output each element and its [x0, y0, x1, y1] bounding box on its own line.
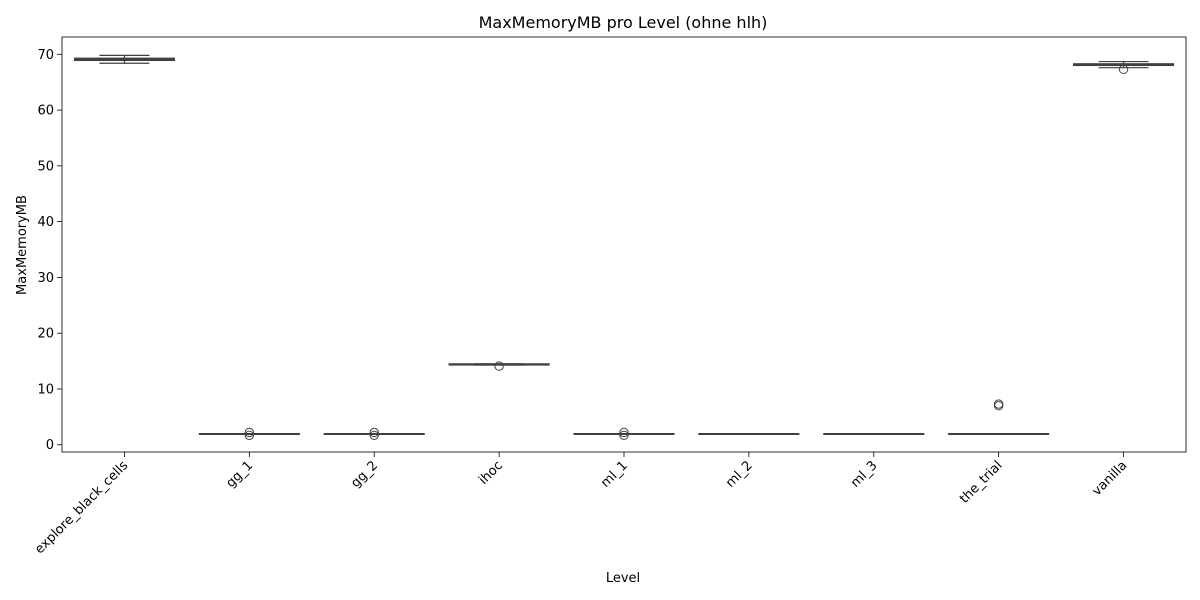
x-tick-label: ihoc: [476, 458, 506, 488]
y-tick-label: 20: [37, 327, 54, 342]
chart-title: MaxMemoryMB pro Level (ohne hlh): [479, 13, 768, 32]
plot-frame: [61, 36, 1187, 453]
outlier-point: [619, 427, 629, 438]
x-tick-label: the_trial: [957, 458, 1005, 506]
x-tick-label: gg_1: [223, 458, 256, 491]
box-group-ml_2: [698, 432, 800, 435]
x-axis-label: Level: [606, 571, 640, 586]
x-axis: explore_black_cells gg_1 gg_2 ihoc ml_1 ml_2 m…: [32, 452, 1130, 557]
y-tick-label: 50: [37, 159, 54, 174]
y-tick-label: 30: [37, 271, 54, 286]
y-axis-label: MaxMemoryMB: [15, 195, 30, 295]
y-tick-label: 10: [37, 382, 54, 397]
plot-area: [73, 54, 1175, 440]
y-tick-label: 0: [46, 438, 54, 453]
box-group-explore_black_cells: [73, 54, 176, 64]
box-group-the_trial: [948, 399, 1050, 435]
outlier-point: [369, 427, 379, 438]
box-group-gg_1: [198, 427, 300, 440]
y-tick-label: 60: [37, 104, 54, 119]
y-tick-label: 40: [37, 215, 54, 230]
outlier-point: [494, 361, 504, 371]
x-tick-label: ml_3: [848, 458, 881, 491]
outlier-point: [993, 399, 1004, 409]
box-group-ihoc: [448, 361, 550, 371]
x-tick-label: ml_1: [598, 458, 631, 491]
box-group-ml_3: [823, 432, 925, 435]
outlier-point: [244, 430, 255, 440]
outlier-point: [1118, 64, 1129, 75]
y-axis: 0 10 20 30 40 50 60 70: [37, 48, 62, 453]
x-tick-label: explore_black_cells: [32, 458, 131, 557]
x-tick-label: vanilla: [1090, 458, 1131, 499]
y-tick-label: 70: [37, 48, 54, 63]
outlier-point: [619, 430, 629, 440]
x-tick-label: ml_2: [723, 458, 756, 491]
outlier-point: [244, 427, 255, 438]
box-group-vanilla: [1072, 60, 1175, 75]
outlier-point: [369, 430, 379, 440]
box-group-gg_2: [323, 427, 425, 440]
x-tick-label: gg_2: [348, 458, 381, 491]
box-group-ml_1: [573, 427, 675, 440]
